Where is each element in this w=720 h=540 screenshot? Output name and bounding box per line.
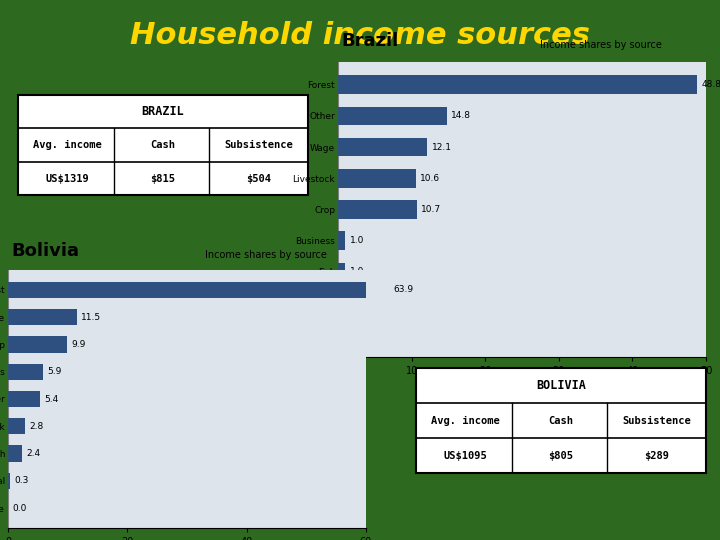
- Bar: [8, 363, 43, 380]
- Bar: [8, 418, 24, 435]
- Text: 1.0: 1.0: [350, 236, 364, 245]
- Text: Cash: Cash: [549, 415, 574, 426]
- Bar: [338, 76, 697, 94]
- Text: 2.4: 2.4: [27, 449, 41, 458]
- Text: 9.9: 9.9: [71, 340, 86, 349]
- Text: 63.9: 63.9: [394, 286, 414, 294]
- Bar: [338, 231, 346, 250]
- Text: Bolivia: Bolivia: [12, 242, 80, 260]
- FancyBboxPatch shape: [416, 368, 706, 473]
- Bar: [338, 294, 342, 313]
- Text: 0.0: 0.0: [12, 504, 27, 512]
- Bar: [8, 309, 76, 326]
- Bar: [338, 325, 341, 343]
- Text: Cash: Cash: [150, 140, 176, 150]
- Text: 11.5: 11.5: [81, 313, 101, 322]
- Bar: [338, 138, 427, 157]
- Text: 14.8: 14.8: [451, 111, 472, 120]
- Bar: [338, 262, 346, 281]
- Text: 0.5: 0.5: [346, 299, 361, 308]
- Text: $815: $815: [150, 173, 176, 184]
- Text: Subsistence: Subsistence: [225, 140, 293, 150]
- Bar: [8, 336, 67, 353]
- Bar: [338, 169, 416, 188]
- Text: US$1095: US$1095: [444, 451, 487, 461]
- Bar: [338, 106, 447, 125]
- Text: Avg. income: Avg. income: [431, 415, 500, 426]
- Text: 0.3: 0.3: [345, 330, 359, 339]
- Text: 12.1: 12.1: [431, 143, 451, 152]
- X-axis label: Percent: Percent: [503, 382, 541, 392]
- Text: 48.8: 48.8: [701, 80, 720, 89]
- Bar: [338, 200, 417, 219]
- Text: Brazil: Brazil: [342, 32, 399, 50]
- Text: 5.9: 5.9: [48, 367, 62, 376]
- FancyBboxPatch shape: [18, 95, 308, 195]
- Text: 0.3: 0.3: [14, 476, 29, 485]
- Text: Income shares by source: Income shares by source: [205, 249, 327, 260]
- Text: $289: $289: [644, 451, 669, 461]
- Text: Subsistence: Subsistence: [622, 415, 691, 426]
- Text: BOLIVIA: BOLIVIA: [536, 379, 586, 392]
- Text: $504: $504: [246, 173, 271, 184]
- Text: 10.7: 10.7: [421, 205, 441, 214]
- Text: BRAZIL: BRAZIL: [142, 105, 184, 118]
- Bar: [8, 446, 22, 462]
- Bar: [8, 472, 10, 489]
- Text: Avg. income: Avg. income: [33, 140, 102, 150]
- Text: 5.4: 5.4: [45, 395, 59, 403]
- Text: 2.8: 2.8: [29, 422, 43, 431]
- Text: Household income sources: Household income sources: [130, 21, 590, 50]
- Text: 1.0: 1.0: [350, 267, 364, 276]
- Text: US$1319: US$1319: [45, 173, 89, 184]
- Bar: [8, 282, 390, 298]
- Text: Income shares by source: Income shares by source: [541, 40, 662, 50]
- Text: 10.6: 10.6: [420, 174, 441, 183]
- Bar: [8, 391, 40, 407]
- Text: $805: $805: [549, 451, 574, 461]
